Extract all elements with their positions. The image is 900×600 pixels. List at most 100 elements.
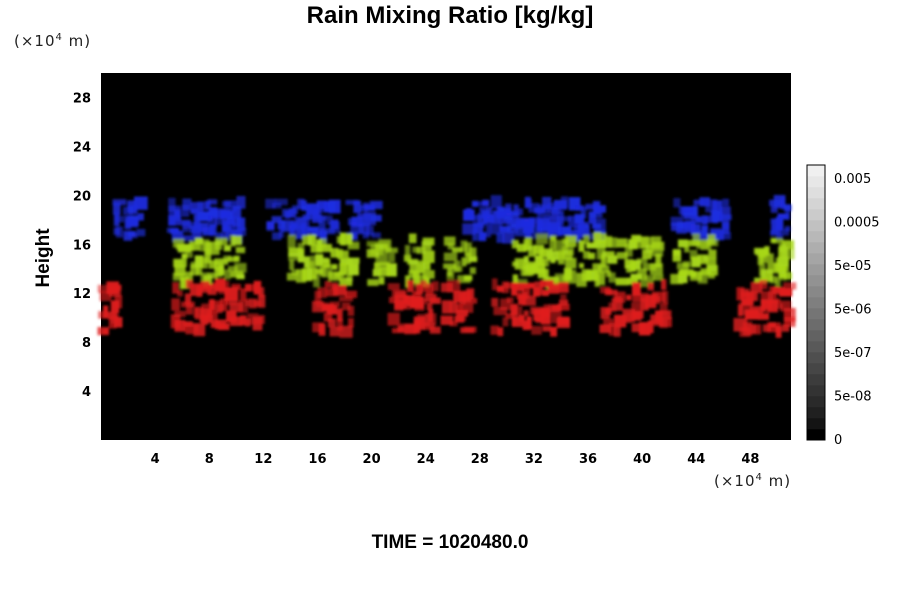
field-cell: [339, 258, 352, 266]
field-cell: [184, 243, 194, 252]
field-cell: [460, 240, 468, 252]
field-cell: [712, 200, 723, 214]
field-cell: [347, 241, 360, 250]
field-cell: [493, 306, 508, 316]
field-cell: [326, 305, 338, 315]
field-cell: [512, 274, 518, 288]
field-cell: [239, 288, 247, 302]
field-cell: [673, 198, 681, 208]
field-cell: [596, 239, 607, 249]
field-cell: [172, 272, 185, 281]
field-cell: [231, 235, 243, 246]
field-cell: [551, 310, 562, 324]
field-cell: [769, 275, 778, 284]
field-cell: [202, 227, 214, 236]
field-cell: [244, 283, 251, 292]
field-cell: [336, 236, 343, 244]
field-cell: [428, 309, 434, 323]
field-cell: [304, 256, 311, 268]
field-cell: [225, 222, 236, 237]
field-cell: [408, 233, 417, 244]
field-cell: [759, 279, 768, 290]
field-cell: [523, 282, 535, 289]
y-tick-label: 16: [73, 238, 91, 253]
field-cell: [172, 238, 185, 248]
field-cell: [706, 258, 717, 272]
field-cell: [234, 262, 247, 273]
field-cell: [776, 234, 783, 241]
field-cell: [630, 273, 642, 280]
field-cell: [443, 252, 458, 262]
field-cell: [344, 290, 358, 299]
field-cell: [194, 255, 204, 268]
field-cell: [463, 275, 473, 281]
field-cell: [462, 223, 476, 235]
y-axis-ticks: 4 8 12 16 20 24 28: [73, 91, 91, 400]
field-cell: [134, 196, 148, 210]
field-cell: [213, 208, 226, 218]
field-cell: [297, 249, 305, 263]
field-cell: [371, 232, 381, 238]
field-cell: [767, 291, 777, 299]
field-cell: [534, 281, 544, 296]
field-cell: [339, 325, 353, 338]
field-cell: [174, 310, 186, 318]
x-tick-label: 4: [151, 452, 160, 467]
field-cell: [227, 256, 238, 262]
x-tick-label: 12: [254, 452, 272, 467]
y-unit-prefix: (×10: [14, 32, 56, 50]
field-cell: [329, 326, 340, 337]
field-cell: [236, 217, 246, 231]
field-cell: [774, 303, 783, 309]
field-cell: [496, 285, 504, 293]
field-cell: [325, 288, 339, 297]
field-cell: [499, 226, 511, 233]
field-cell: [302, 235, 313, 245]
field-cell: [199, 314, 213, 324]
field-cell: [321, 264, 333, 278]
field-cell: [441, 300, 452, 314]
field-cell: [559, 299, 569, 306]
field-cell: [659, 302, 668, 316]
field-cell: [583, 234, 590, 245]
field-cell: [766, 322, 781, 333]
field-cell: [678, 270, 688, 284]
field-cell: [578, 263, 584, 269]
field-cell: [722, 198, 730, 207]
field-cell: [372, 269, 382, 277]
field-cell: [705, 199, 718, 213]
field-cell: [422, 250, 435, 263]
field-cell: [218, 280, 230, 295]
field-cell: [449, 321, 458, 327]
field-cell: [624, 259, 634, 269]
field-cell: [330, 247, 339, 258]
field-cell: [757, 313, 770, 320]
field-cell: [204, 249, 212, 264]
field-cell: [265, 198, 276, 209]
field-cell: [772, 238, 784, 244]
field-cell: [422, 262, 431, 270]
field-cell: [190, 263, 199, 276]
field-cell: [751, 324, 762, 335]
field-cell: [315, 268, 323, 275]
field-cell: [420, 280, 427, 292]
field-cell: [677, 239, 688, 248]
field-cell: [631, 302, 642, 315]
x-tick-label: 48: [741, 452, 759, 467]
field-cell: [490, 195, 502, 209]
field-cell: [412, 291, 422, 298]
field-cell: [576, 272, 587, 287]
field-cell: [779, 274, 787, 281]
field-cell: [461, 303, 474, 313]
field-cell: [496, 232, 505, 243]
field-cell: [416, 246, 426, 254]
field-cell: [443, 263, 457, 269]
field-cell: [171, 298, 181, 311]
field-cell: [388, 253, 396, 263]
field-cell: [679, 269, 694, 276]
field-cell: [588, 252, 596, 260]
field-cell: [697, 254, 708, 265]
field-cell: [271, 216, 282, 224]
field-cell: [353, 200, 362, 213]
field-cell: [469, 247, 477, 259]
